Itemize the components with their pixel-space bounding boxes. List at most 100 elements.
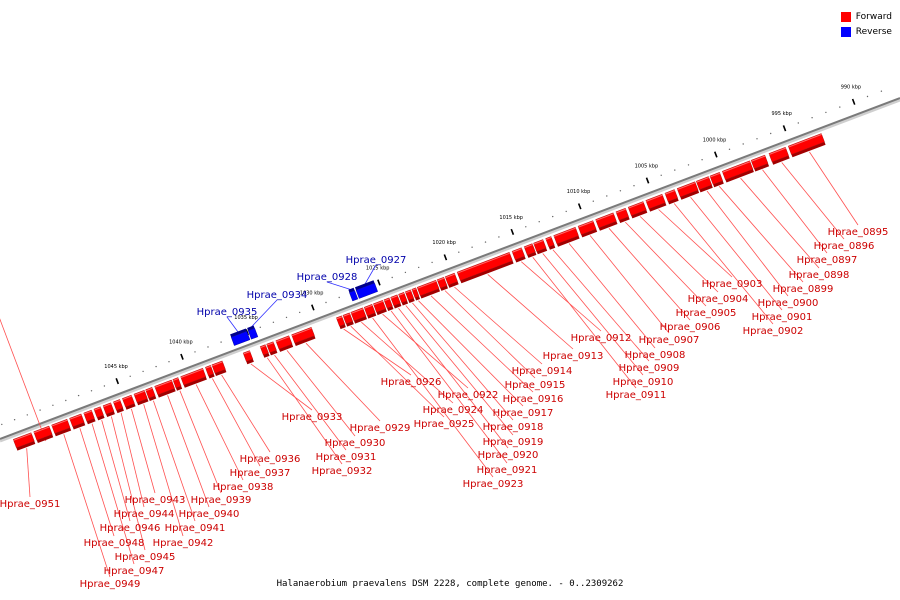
- gene-highlight: [696, 176, 710, 183]
- gene-highlight: [134, 390, 145, 396]
- label-leader: [179, 390, 222, 494]
- label-leader: [398, 307, 509, 449]
- gene-label: Hprae_0925: [414, 419, 475, 430]
- minor-tick: [103, 385, 106, 387]
- minor-tick: [660, 174, 662, 176]
- minor-tick: [194, 351, 196, 353]
- gene-highlight: [390, 295, 398, 299]
- gene-shadow: [137, 398, 149, 406]
- gene-feature: [211, 360, 226, 374]
- gene-shadow: [247, 325, 255, 331]
- gene-label: Hprae_0938: [213, 482, 274, 493]
- label-leader: [131, 408, 156, 494]
- gene-feature: [676, 181, 699, 198]
- gene-shadow: [116, 407, 124, 414]
- reverse-swatch-icon: [840, 26, 851, 37]
- gene-highlight: [260, 345, 266, 349]
- gene-label: Hprae_0923: [463, 479, 524, 490]
- genome-title: Halanaerobium praevalens DSM 2228, compl…: [276, 579, 624, 589]
- gene-highlight: [351, 308, 364, 314]
- gene-highlight: [769, 147, 786, 155]
- gene-highlight: [628, 201, 644, 209]
- minor-tick: [770, 132, 772, 135]
- gene-label: Hprae_0926: [381, 377, 442, 388]
- gene-highlight: [710, 172, 721, 178]
- gene-feature: [787, 133, 825, 155]
- minor-tick: [866, 95, 869, 98]
- gene-shadow: [387, 306, 394, 311]
- label-leader: [405, 305, 514, 436]
- gene-feature: [291, 327, 315, 344]
- minor-tick: [338, 296, 340, 299]
- gene-label: Hprae_0895: [828, 227, 889, 238]
- label-leader: [673, 203, 774, 325]
- gene-highlight: [122, 395, 132, 400]
- gene-label: Hprae_0924: [423, 405, 484, 416]
- minor-tick: [325, 301, 327, 304]
- gene-highlight: [205, 365, 211, 369]
- gene-shadow: [106, 411, 115, 417]
- legend-item-reverse: Reverse: [840, 24, 892, 39]
- tick-label: 1030 kbp: [300, 290, 324, 296]
- gene-highlight: [266, 342, 274, 346]
- gene-highlight: [103, 403, 112, 408]
- minor-tick: [701, 159, 703, 161]
- gene-shadow: [157, 388, 176, 398]
- label-leader: [143, 404, 184, 537]
- minor-tick: [687, 164, 690, 166]
- gene-feature: [750, 154, 769, 169]
- label-leader: [26, 448, 31, 498]
- gene-feature: [349, 290, 359, 302]
- gene-shadow: [668, 197, 679, 205]
- gene-label: Hprae_0936: [240, 454, 301, 465]
- label-leader: [63, 434, 111, 578]
- gene-label: Hprae_0912: [571, 333, 632, 344]
- gene-feature: [247, 328, 259, 340]
- gene-shadow: [401, 300, 409, 306]
- label-leader: [153, 400, 196, 522]
- gene-label: Hprae_0945: [115, 552, 176, 563]
- minor-tick: [484, 241, 487, 243]
- gene-label: Hprae_0920: [478, 450, 539, 461]
- tick-label: 990 kbp: [841, 85, 861, 91]
- label-leader: [454, 286, 543, 365]
- gene-shadow: [97, 415, 105, 421]
- gene-label: Hprae_0918: [483, 422, 544, 433]
- minor-tick: [498, 236, 500, 238]
- label-leader: [809, 151, 859, 226]
- gene-shadow: [230, 328, 247, 338]
- gene-highlight: [616, 208, 626, 214]
- tick-label: 1040 kbp: [169, 340, 193, 346]
- minor-tick: [538, 221, 540, 223]
- gene-label: Hprae_0932: [312, 466, 373, 477]
- gene-label: Hprae_0928: [297, 272, 358, 283]
- gene-shadow: [175, 386, 183, 391]
- tick-label: 1000 kbp: [703, 137, 727, 143]
- gene-highlight: [13, 433, 32, 441]
- gene-shadow: [354, 316, 367, 324]
- gene-label: Hprae_0911: [606, 390, 667, 401]
- label-leader: [532, 257, 637, 389]
- gene-label: Hprae_0935: [197, 307, 258, 318]
- gene-label: Hprae_0900: [758, 298, 819, 309]
- gene-highlight: [677, 182, 696, 190]
- gene-feature: [230, 331, 251, 346]
- tick-label: 1005 kbp: [635, 163, 659, 169]
- gene-shadow: [631, 209, 648, 219]
- gene-label: Hprae_0931: [316, 452, 377, 463]
- major-tick: [713, 151, 718, 158]
- gene-label: Hprae_0906: [660, 322, 721, 333]
- gene-shadow: [208, 373, 215, 379]
- gene-highlight: [457, 252, 510, 274]
- minor-tick: [525, 226, 527, 228]
- label-leader: [266, 357, 343, 465]
- gene-highlight: [524, 244, 533, 249]
- gene-highlight: [595, 213, 614, 221]
- label-leader: [658, 209, 733, 278]
- gene-shadow: [548, 244, 556, 250]
- gene-shadow: [699, 184, 713, 193]
- label-leader: [781, 162, 845, 240]
- minor-tick: [13, 419, 16, 421]
- gene-shadow: [649, 202, 667, 212]
- minor-tick: [285, 316, 288, 319]
